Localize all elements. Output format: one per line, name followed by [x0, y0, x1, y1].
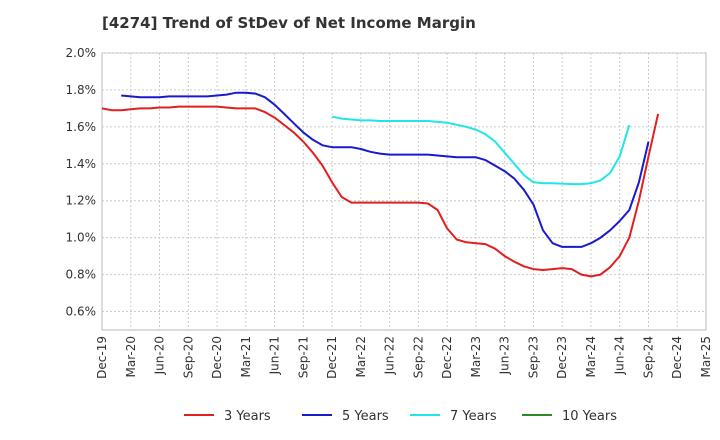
- y-tick-label: 1.2%: [66, 194, 97, 208]
- x-tick-label: Dec-22: [440, 336, 454, 379]
- x-tick-label: Dec-19: [95, 336, 109, 379]
- x-tick-label: Dec-23: [555, 336, 569, 379]
- x-tick-label: Jun-24: [613, 336, 627, 375]
- x-tick-label: Mar-23: [469, 336, 483, 377]
- x-tick-label: Sep-20: [181, 336, 195, 378]
- series-line: [331, 115, 631, 186]
- y-tick-label: 2.0%: [66, 46, 97, 60]
- y-tick-label: 0.8%: [66, 268, 97, 282]
- grid-lines: [101, 52, 707, 331]
- y-tick-label: 0.6%: [66, 305, 97, 319]
- x-tick-label: Sep-23: [526, 336, 540, 378]
- chart-title: [4274] Trend of StDev of Net Income Marg…: [102, 14, 476, 32]
- y-axis: 0.6% 0.8% 1.0% 1.2% 1.4% 1.6% 1.8% 2.0%: [66, 46, 97, 319]
- x-tick-label: Jun-21: [268, 336, 282, 375]
- y-tick-label: 1.0%: [66, 231, 97, 245]
- x-tick-label: Mar-21: [239, 336, 253, 377]
- x-tick-label: Dec-20: [210, 336, 224, 379]
- legend-label: 7 Years: [450, 409, 497, 424]
- series-line: [121, 91, 650, 248]
- x-tick-label: Sep-21: [296, 336, 310, 378]
- x-tick-label: Mar-20: [124, 336, 138, 377]
- x-tick-label: Jun-22: [383, 336, 397, 375]
- x-tick-label: Mar-24: [584, 336, 598, 377]
- x-tick-label: Mar-25: [699, 336, 713, 377]
- legend: 3 Years 5 Years 7 Years 10 Years: [184, 409, 617, 424]
- x-tick-label: Dec-21: [325, 336, 339, 379]
- series-line: [101, 105, 660, 278]
- legend-label: 10 Years: [562, 409, 617, 424]
- plot-area: [101, 52, 707, 331]
- y-tick-label: 1.4%: [66, 157, 97, 171]
- x-tick-label: Sep-24: [641, 336, 655, 378]
- legend-label: 5 Years: [342, 409, 389, 424]
- legend-label: 3 Years: [224, 409, 271, 424]
- x-tick-label: Jun-23: [498, 336, 512, 375]
- x-tick-label: Dec-24: [670, 336, 684, 379]
- x-tick-label: Sep-22: [411, 336, 425, 378]
- x-tick-label: Jun-20: [153, 336, 167, 375]
- series-lines: [101, 91, 660, 278]
- x-axis: Dec-19 Mar-20 Jun-20 Sep-20 Dec-20 Mar-21 Jun-…: [95, 336, 713, 379]
- y-tick-label: 1.6%: [66, 120, 97, 134]
- y-tick-label: 1.8%: [66, 83, 97, 97]
- x-tick-label: Mar-22: [354, 336, 368, 377]
